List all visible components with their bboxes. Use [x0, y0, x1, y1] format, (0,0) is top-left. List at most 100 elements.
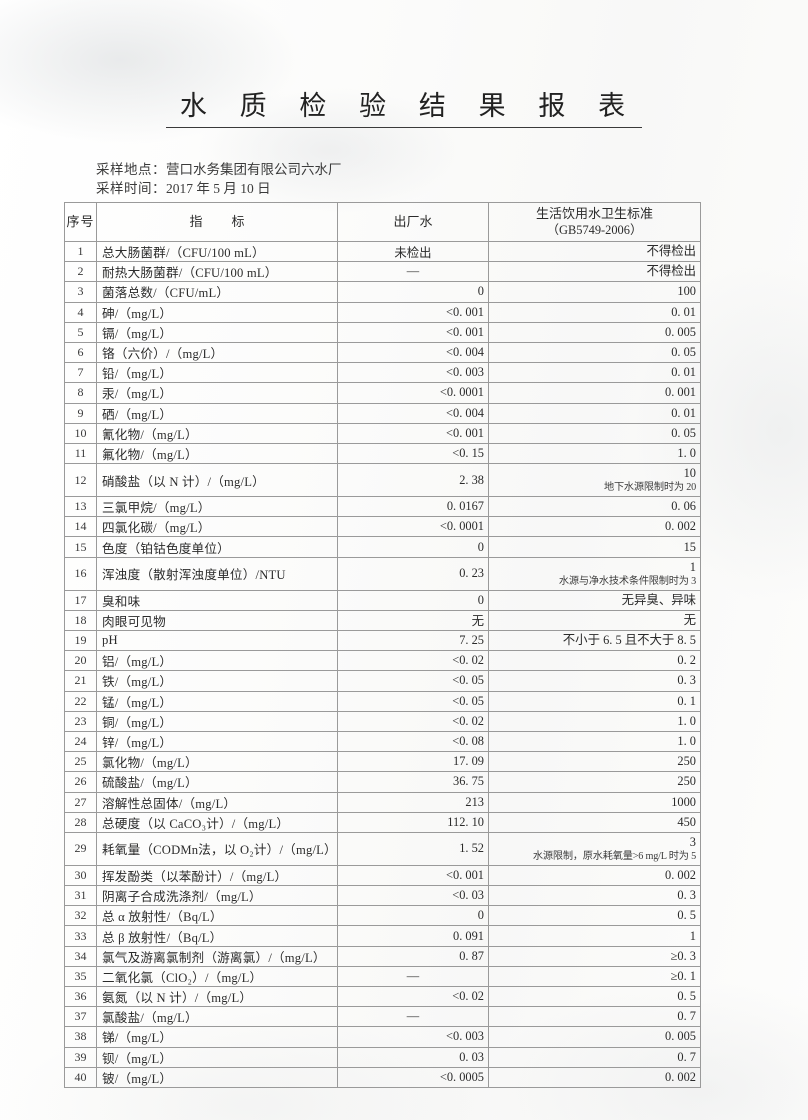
row-index: 19	[64, 629, 97, 652]
row-indicator: 溶解性总固体/（mg/L）	[96, 791, 338, 813]
row-index: 18	[64, 609, 97, 632]
row-standard-main: 1. 0	[677, 445, 696, 460]
row-standard-limit: 0. 7	[488, 1046, 701, 1068]
row-index: 1	[64, 240, 97, 263]
row-indicator: 铁/（mg/L）	[96, 670, 338, 692]
row-index: 32	[64, 905, 97, 927]
row-measured-value: 2. 38	[337, 463, 489, 498]
row-indicator: 四氯化碳/（mg/L）	[96, 516, 338, 538]
row-standard-main: 0. 3	[677, 673, 696, 688]
row-measured-value: 17. 09	[337, 751, 489, 773]
column-header-standard-line2: （GB5749-2006）	[546, 223, 643, 237]
row-standard-limit: 1. 0	[488, 710, 701, 732]
row-index: 14	[64, 516, 97, 538]
row-index: 27	[64, 791, 97, 813]
table-row: 37 氯酸盐/（mg/L） — 0. 7	[64, 1006, 701, 1028]
row-standard-main: 1	[689, 928, 696, 943]
table-row: 23 铜/（mg/L） <0. 02 1. 0	[64, 710, 701, 732]
sampling-metadata: 采样地点：营口水务集团有限公司六水厂 采样时间：2017 年 5 月 10 日	[96, 160, 342, 198]
row-indicator: 二氧化氯（ClO₂）/（mg/L）	[96, 965, 338, 988]
row-index: 31	[64, 885, 97, 907]
row-indicator: pH	[96, 629, 338, 652]
row-measured-value: <0. 02	[337, 985, 489, 1008]
table-row: 3 菌落总数/（CFU/mL） 0 100	[64, 281, 701, 303]
row-standard-main: 1000	[671, 794, 696, 809]
row-standard-limit: 无异臭、异味	[488, 589, 701, 611]
row-index: 2	[64, 261, 97, 283]
row-measured-value: 213	[337, 791, 489, 813]
row-standard-limit: 15	[488, 536, 701, 558]
table-row: 15 色度（铂钴色度单位） 0 15	[64, 536, 701, 558]
row-index: 23	[64, 710, 97, 732]
row-indicator: 耗氧量（CODMn法，以 O₂计）/（mg/L）	[96, 831, 338, 866]
table-row: 40 铍/（mg/L） <0. 0005 0. 002	[64, 1066, 701, 1088]
row-indicator: 浑浊度（散射浑浊度单位）/NTU	[96, 556, 338, 591]
row-indicator: 菌落总数/（CFU/mL）	[96, 281, 338, 303]
row-standard-limit: 0. 05	[488, 341, 701, 364]
row-index: 30	[64, 864, 97, 887]
row-indicator: 锑/（mg/L）	[96, 1026, 338, 1048]
table-row: 29 耗氧量（CODMn法，以 O₂计）/（mg/L） 1. 52 3 水源限制，原水耗…	[64, 831, 701, 866]
row-indicator: 挥发酚类（以苯酚计）/（mg/L）	[96, 864, 338, 887]
sampling-time-value: 2017 年 5 月 10 日	[166, 181, 271, 196]
row-standard-limit: 不小于 6. 5 且不大于 8. 5	[488, 629, 701, 652]
row-indicator: 硝酸盐（以 N 计）/（mg/L）	[96, 463, 338, 498]
table-row: 6 铬（六价）/（mg/L） <0. 004 0. 05	[64, 341, 701, 364]
table-row: 34 氯气及游离氯制剂（游离氯）/（mg/L） 0. 87 ≥0. 3	[64, 945, 701, 967]
row-indicator: 色度（铂钴色度单位）	[96, 536, 338, 558]
row-measured-value: 0. 23	[337, 556, 489, 591]
row-index: 4	[64, 301, 97, 323]
table-row: 8 汞/（mg/L） <0. 0001 0. 001	[64, 382, 701, 404]
row-measured-value: <0. 001	[337, 321, 489, 343]
table-row: 19 pH 7. 25 不小于 6. 5 且不大于 8. 5	[64, 629, 701, 652]
row-indicator: 总大肠菌群/（CFU/100 mL）	[96, 240, 338, 263]
row-measured-value: 0. 03	[337, 1046, 489, 1068]
row-standard-limit: 3 水源限制，原水耗氧量>6 mg/L 时为 5	[488, 831, 701, 866]
row-standard-note: 水源限制，原水耗氧量>6 mg/L 时为 5	[532, 850, 696, 862]
row-standard-limit: 0. 2	[488, 650, 701, 672]
row-index: 20	[64, 650, 97, 672]
row-standard-limit: 0. 005	[488, 321, 701, 343]
table-row: 14 四氯化碳/（mg/L） <0. 0001 0. 002	[64, 516, 701, 538]
row-indicator: 锌/（mg/L）	[96, 730, 338, 753]
table-row: 10 氰化物/（mg/L） <0. 001 0. 05	[64, 422, 701, 444]
table-row: 36 氨氮（以 N 计）/（mg/L） <0. 02 0. 5	[64, 985, 701, 1008]
table-row: 7 铅/（mg/L） <0. 003 0. 01	[64, 362, 701, 384]
row-standard-main: 0. 1	[677, 693, 696, 708]
row-standard-limit: 1. 0	[488, 442, 701, 465]
table-row: 32 总 α 放射性/（Bq/L） 0 0. 5	[64, 905, 701, 927]
row-index: 35	[64, 965, 97, 988]
row-standard-limit: 0. 005	[488, 1026, 701, 1048]
table-row: 9 硒/（mg/L） <0. 004 0. 01	[64, 402, 701, 424]
row-index: 25	[64, 751, 97, 773]
row-indicator: 铝/（mg/L）	[96, 650, 338, 672]
table-row: 4 砷/（mg/L） <0. 001 0. 01	[64, 301, 701, 323]
row-indicator: 硒/（mg/L）	[96, 402, 338, 424]
row-standard-limit: ≥0. 1	[488, 965, 701, 988]
row-measured-value: <0. 03	[337, 885, 489, 907]
sampling-time-line: 采样时间：2017 年 5 月 10 日	[96, 179, 342, 198]
row-measured-value: —	[337, 965, 489, 988]
row-measured-value: <0. 05	[337, 690, 489, 712]
row-measured-value: —	[337, 1006, 489, 1028]
row-standard-limit: 0. 001	[488, 382, 701, 404]
table-row: 24 锌/（mg/L） <0. 08 1. 0	[64, 730, 701, 753]
row-index: 21	[64, 670, 97, 692]
row-index: 22	[64, 690, 97, 712]
row-indicator: 汞/（mg/L）	[96, 382, 338, 404]
row-measured-value: —	[337, 261, 489, 283]
row-standard-main: 1. 0	[677, 713, 696, 728]
row-index: 10	[64, 422, 97, 444]
row-indicator: 氟化物/（mg/L）	[96, 442, 338, 465]
page-title: 水 质 检 验 结 果 报 表	[0, 84, 808, 128]
row-standard-main: ≥0. 3	[670, 948, 696, 963]
row-measured-value: 36. 75	[337, 771, 489, 793]
page-title-text: 水 质 检 验 结 果 报 表	[165, 84, 643, 128]
row-indicator: 耐热大肠菌群/（CFU/100 mL）	[96, 261, 338, 283]
row-standard-limit: 100	[488, 281, 701, 303]
row-measured-value: <0. 05	[337, 670, 489, 692]
row-standard-limit: 0. 06	[488, 496, 701, 518]
table-row: 11 氟化物/（mg/L） <0. 15 1. 0	[64, 442, 701, 465]
row-standard-main: 0. 005	[665, 324, 696, 339]
